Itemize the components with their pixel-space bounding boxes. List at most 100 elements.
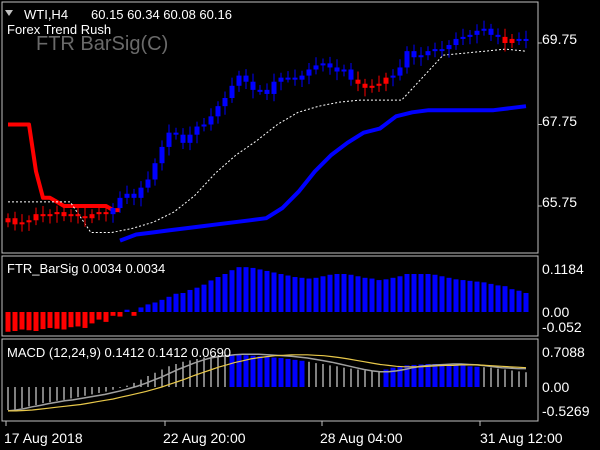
- barsig-bar: [439, 276, 445, 312]
- barsig-bar: [355, 276, 361, 312]
- candle-body: [250, 81, 256, 90]
- barsig-bar: [68, 312, 74, 328]
- barsig-bar: [208, 280, 214, 312]
- candle-body: [152, 163, 158, 180]
- macd-bar: [460, 365, 466, 387]
- candle-body: [131, 193, 137, 198]
- candle-body: [278, 77, 284, 82]
- candle-body: [180, 134, 186, 143]
- watermark: FTR BarSig(C): [36, 33, 168, 55]
- macd-bar: [474, 366, 480, 387]
- candle-body: [446, 45, 452, 50]
- barsig-bar: [390, 277, 396, 312]
- candle-body: [460, 36, 466, 39]
- barsig-bar: [201, 284, 207, 312]
- candle-body: [19, 222, 25, 225]
- candle-body: [341, 69, 347, 72]
- candle-body: [397, 67, 403, 76]
- barsig-scale-zero: 0.00: [542, 304, 569, 320]
- candle-body: [215, 106, 221, 117]
- blue-line: [119, 104, 527, 243]
- candle-body: [299, 75, 305, 80]
- barsig-bar: [383, 279, 389, 312]
- macd-bar: [271, 357, 277, 387]
- barsig-bar: [61, 312, 67, 330]
- barsig-bar: [110, 312, 116, 316]
- barsig-bar: [47, 312, 53, 328]
- barsig-bar: [194, 287, 200, 312]
- macd-pane[interactable]: MACD (12,24,9) 0.1412 0.1412 0.0690 0.70…: [1, 338, 590, 422]
- barsig-bar: [271, 272, 277, 312]
- candle-body: [12, 218, 18, 225]
- barsig-bar: [243, 267, 249, 312]
- price-pane[interactable]: FTR BarSig(C) WTI,H4 60.15 60.34 60.08 6…: [1, 1, 577, 254]
- macd-bar: [390, 367, 396, 387]
- macd-bar: [243, 355, 249, 387]
- barsig-bar: [19, 312, 25, 330]
- dotted-line: [8, 48, 527, 233]
- barsig-bar: [376, 280, 382, 312]
- barsig-histogram: [5, 267, 529, 332]
- dropdown-triangle-icon[interactable]: [5, 10, 13, 16]
- macd-bar: [439, 364, 445, 387]
- price-label-mid: 67.75: [542, 113, 577, 129]
- macd-bar: [425, 364, 431, 387]
- candle-body: [145, 179, 151, 188]
- candle-body: [68, 214, 74, 217]
- barsig-bar: [152, 302, 158, 312]
- barsig-bar: [173, 293, 179, 312]
- time-axis: 17 Aug 2018 22 Aug 20:00 28 Aug 04:00 31…: [4, 421, 563, 446]
- macd-histogram: [7, 354, 527, 410]
- barsig-bar: [320, 276, 326, 312]
- barsig-bar: [285, 275, 291, 312]
- macd-bar: [467, 366, 473, 387]
- barsig-bar: [117, 312, 123, 317]
- candle-body: [236, 75, 242, 86]
- candle-body: [166, 132, 172, 147]
- candle-body: [264, 89, 270, 94]
- barsig-bar: [215, 277, 221, 312]
- barsig-bar: [89, 312, 95, 324]
- macd-bar: [411, 364, 417, 387]
- ohlc-values: 60.15 60.34 60.08 60.16: [91, 7, 232, 22]
- candle-body: [201, 124, 207, 127]
- signal-line: [8, 354, 527, 412]
- barsig-scale-top: 0.1184: [542, 261, 584, 277]
- candle-body: [495, 34, 501, 37]
- candle-body: [243, 75, 249, 82]
- barsig-bar: [495, 285, 501, 312]
- barsig-bar: [292, 277, 298, 312]
- candle-body: [348, 69, 354, 80]
- candle-body: [47, 214, 53, 217]
- barsig-bar: [369, 278, 375, 312]
- macd-bar: [383, 369, 389, 387]
- candle-body: [390, 75, 396, 78]
- macd-scale-bottom: -0.5269: [542, 403, 590, 419]
- barsig-pane[interactable]: FTR_BarSig 0.0034 0.0034 0.1184 0.00 -0.…: [1, 255, 584, 337]
- barsig-bar: [131, 312, 137, 316]
- candle-body: [439, 49, 445, 52]
- macd-bar: [229, 354, 235, 387]
- barsig-bar: [103, 312, 109, 322]
- macd-bar: [292, 359, 298, 387]
- candle-body: [89, 214, 95, 219]
- barsig-bar: [509, 289, 515, 312]
- candle-body: [103, 212, 109, 215]
- macd-bar: [397, 366, 403, 387]
- candle-body: [432, 49, 438, 52]
- time-label: 17 Aug 2018: [4, 430, 83, 446]
- macd-lines: [7, 353, 527, 412]
- barsig-bar: [257, 269, 263, 312]
- candle-body: [376, 83, 382, 86]
- candle-body: [194, 126, 200, 135]
- candle-body: [418, 55, 424, 58]
- candle-body: [453, 38, 459, 46]
- candle-body: [292, 77, 298, 80]
- candle-body: [229, 85, 235, 99]
- barsig-bar: [418, 274, 424, 312]
- barsig-bar: [250, 267, 256, 312]
- barsig-bar: [481, 282, 487, 312]
- candle-body: [271, 81, 277, 94]
- candle-body: [138, 187, 144, 198]
